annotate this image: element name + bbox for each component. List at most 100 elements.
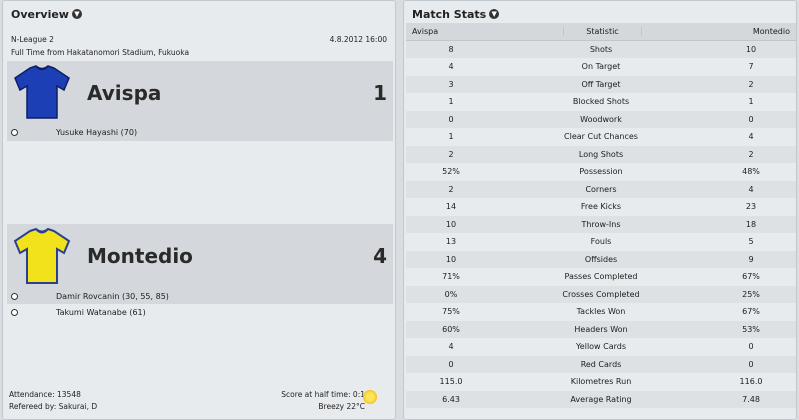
stat-name: Blocked Shots bbox=[572, 97, 630, 107]
chevron-down-icon[interactable]: ▼ bbox=[71, 9, 82, 19]
stat-home-value: 10 bbox=[445, 219, 457, 229]
stat-name: Free Kicks bbox=[580, 202, 622, 212]
chevron-down-icon[interactable]: ▼ bbox=[489, 9, 500, 19]
stat-home-value: 1 bbox=[448, 132, 454, 142]
stat-away-value: 116.0 bbox=[739, 377, 763, 387]
away-team-name[interactable]: Montedio bbox=[87, 244, 193, 268]
football-icon bbox=[11, 128, 18, 136]
stat-name: Yellow Cards bbox=[575, 342, 627, 352]
table-row: 1 Blocked Shots 1 bbox=[406, 93, 796, 111]
home-shirt-icon bbox=[14, 65, 70, 119]
stat-home-value: 3 bbox=[448, 79, 454, 89]
stat-name: Headers Won bbox=[574, 324, 628, 334]
stat-away-value: 23 bbox=[745, 202, 757, 212]
sun-icon bbox=[363, 390, 377, 404]
stats-table: Avispa Statistic Montedio 8 Shots 10 4 On Ta… bbox=[406, 23, 796, 408]
stat-away-value: 7.48 bbox=[742, 394, 760, 404]
stat-name: Woodwork bbox=[580, 114, 622, 124]
column-header-away[interactable]: Montedio bbox=[752, 26, 790, 36]
stat-away-value: 67% bbox=[742, 272, 760, 282]
stat-name: Tackles Won bbox=[576, 307, 626, 317]
stat-home-value: 0% bbox=[444, 289, 458, 299]
stat-home-value: 4 bbox=[448, 342, 454, 352]
scorer-row: Damir Rovcanin (30, 55, 85) bbox=[7, 288, 393, 304]
stat-name: Offsides bbox=[584, 254, 618, 264]
match-stats-panel: Match Stats ▼ Avispa Statistic Montedio … bbox=[403, 0, 797, 420]
stat-home-value: 60% bbox=[442, 324, 460, 334]
stat-home-value: 115.0 bbox=[439, 377, 463, 387]
match-stats-title[interactable]: Match Stats ▼ bbox=[412, 6, 500, 22]
table-row: 75% Tackles Won 67% bbox=[406, 303, 796, 321]
stats-header-row: Avispa Statistic Montedio bbox=[406, 23, 796, 41]
stat-name: Shots bbox=[589, 44, 613, 54]
stat-home-value: 1 bbox=[448, 97, 454, 107]
table-row: 8 Shots 10 bbox=[406, 40, 796, 58]
stat-home-value: 75% bbox=[442, 307, 460, 317]
stat-away-value: 9 bbox=[748, 254, 754, 264]
table-row: 115.0 Kilometres Run 116.0 bbox=[406, 373, 796, 391]
stat-away-value: 10 bbox=[745, 44, 757, 54]
home-team-score: 1 bbox=[373, 81, 387, 105]
stat-name: Off Target bbox=[581, 79, 621, 89]
stat-home-value: 52% bbox=[442, 167, 460, 177]
attendance: Attendance: 13548 bbox=[9, 390, 81, 399]
stat-away-value: 67% bbox=[742, 307, 760, 317]
stat-home-value: 71% bbox=[442, 272, 460, 282]
stat-name: Possession bbox=[579, 167, 623, 177]
away-shirt-icon bbox=[13, 227, 71, 284]
match-date: 4.8.2012 16:00 bbox=[329, 35, 387, 44]
overview-title-label: Overview bbox=[11, 7, 69, 21]
table-row: 71% Passes Completed 67% bbox=[406, 268, 796, 286]
table-row: 10 Throw-Ins 18 bbox=[406, 215, 796, 233]
stat-away-value: 25% bbox=[742, 289, 760, 299]
scorer-text[interactable]: Damir Rovcanin (30, 55, 85) bbox=[56, 291, 169, 301]
table-row: 3 Off Target 2 bbox=[406, 75, 796, 93]
stat-name: Crosses Completed bbox=[562, 289, 640, 299]
table-row: 1 Clear Cut Chances 4 bbox=[406, 128, 796, 146]
stat-name: Average Rating bbox=[570, 394, 632, 404]
table-row: 6.43 Average Rating 7.48 bbox=[406, 390, 796, 408]
stat-away-value: 18 bbox=[745, 219, 757, 229]
stat-home-value: 6.43 bbox=[442, 394, 460, 404]
stat-name: Red Cards bbox=[580, 359, 622, 369]
table-row: 60% Headers Won 53% bbox=[406, 320, 796, 338]
scorer-text[interactable]: Takumi Watanabe (61) bbox=[56, 307, 146, 317]
table-row: 52% Possession 48% bbox=[406, 163, 796, 181]
stat-name: Corners bbox=[585, 184, 617, 194]
column-header-home[interactable]: Avispa bbox=[406, 26, 564, 36]
stat-home-value: 14 bbox=[445, 202, 457, 212]
stat-away-value: 5 bbox=[748, 237, 754, 247]
table-row: 13 Fouls 5 bbox=[406, 233, 796, 251]
stat-away-value: 0 bbox=[748, 114, 754, 124]
table-row: 10 Offsides 9 bbox=[406, 250, 796, 268]
column-header-statistic[interactable]: Statistic bbox=[564, 26, 642, 36]
stat-name: Long Shots bbox=[578, 149, 624, 159]
stat-away-value: 1 bbox=[748, 97, 754, 107]
home-team-band: Avispa 1 bbox=[7, 61, 393, 123]
stat-away-value: 0 bbox=[748, 359, 754, 369]
football-icon bbox=[11, 292, 18, 300]
weather: Breezy 22°C bbox=[318, 402, 365, 411]
scorer-text[interactable]: Yusuke Hayashi (70) bbox=[56, 127, 138, 137]
stat-home-value: 13 bbox=[445, 237, 457, 247]
table-row: 2 Corners 4 bbox=[406, 180, 796, 198]
scorer-row: Takumi Watanabe (61) bbox=[7, 304, 393, 320]
home-team-name[interactable]: Avispa bbox=[87, 81, 162, 105]
halftime-score: Score at half time: 0:1 bbox=[281, 390, 365, 399]
overview-title[interactable]: Overview ▼ bbox=[11, 6, 82, 22]
stat-name: Throw-Ins bbox=[581, 219, 621, 229]
stat-name: Kilometres Run bbox=[570, 377, 632, 387]
scorer-row: Yusuke Hayashi (70) bbox=[7, 123, 393, 141]
stat-home-value: 2 bbox=[448, 149, 454, 159]
stat-name: Clear Cut Chances bbox=[564, 132, 638, 142]
stat-away-value: 53% bbox=[742, 324, 760, 334]
referee[interactable]: Refereed by: Sakurai, D bbox=[9, 402, 98, 411]
stat-away-value: 0 bbox=[748, 342, 754, 352]
table-row: 2 Long Shots 2 bbox=[406, 145, 796, 163]
football-icon bbox=[11, 308, 18, 316]
league-name: N-League 2 bbox=[11, 35, 54, 44]
stat-home-value: 0 bbox=[448, 114, 454, 124]
stat-away-value: 2 bbox=[748, 79, 754, 89]
away-team-score: 4 bbox=[373, 244, 387, 268]
match-stats-title-label: Match Stats bbox=[412, 7, 487, 21]
